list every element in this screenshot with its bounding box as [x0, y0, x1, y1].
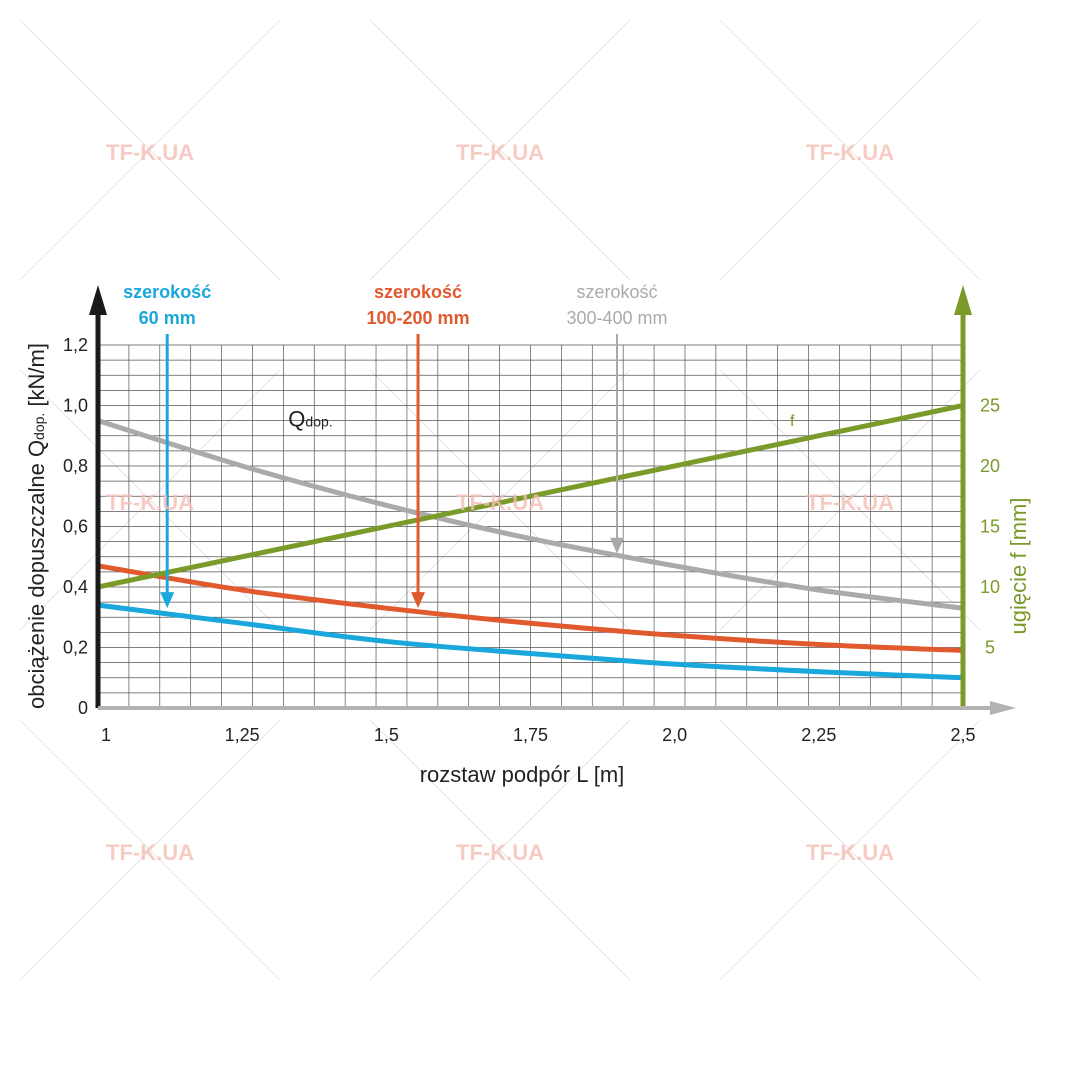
y-left-tick-label: 0,4 — [63, 577, 88, 597]
y-right-tick-label: 10 — [980, 577, 1000, 597]
f-series-label: f — [790, 413, 795, 430]
x-tick-label: 1,5 — [374, 725, 399, 745]
series-line-blue — [95, 602, 966, 681]
watermark-text: TF-K.UA — [806, 490, 894, 515]
annotation-sublabel-blue: 60 mm — [139, 308, 196, 328]
y-left-tick-label: 0,6 — [63, 517, 88, 537]
watermark-diagonal-line — [19, 719, 281, 981]
x-tick-label: 2,0 — [662, 725, 687, 745]
watermark-diagonal-line — [19, 19, 281, 281]
watermark-diagonal-line — [369, 719, 631, 981]
x-tick-label: 1 — [101, 725, 111, 745]
watermark-text: TF-K.UA — [106, 840, 194, 865]
y-right-tick-label: 20 — [980, 456, 1000, 476]
annotation-label-orange: szerokość — [374, 282, 462, 302]
q-dop-label: Qdop. — [288, 407, 332, 432]
x-tick-label: 2,25 — [801, 725, 836, 745]
watermark-text: TF-K.UA — [806, 140, 894, 165]
series-line-gray — [95, 418, 966, 611]
watermark-text: TF-K.UA — [456, 140, 544, 165]
annotation-sublabel-gray: 300-400 mm — [566, 308, 667, 328]
y-axis-label-left: obciążenie dopuszczalne Qdop. [kN/m] — [24, 343, 49, 709]
watermark-text: TF-K.UA TF-K.UA TF-K.UA TF-K.UA TF-K.UA TF-K.… — [106, 140, 894, 865]
y-right-tick-label: 5 — [985, 638, 995, 658]
annotation-arrowhead-icon — [610, 537, 624, 554]
watermark-text: TF-K.UA — [106, 140, 194, 165]
y-left-tick-label: 0,8 — [63, 456, 88, 476]
y-right-tick-label: 15 — [980, 517, 1000, 537]
watermark-diagonal-line — [369, 19, 631, 281]
y-right-tick-label: 25 — [980, 396, 1000, 416]
y-left-tick-label: 1,2 — [63, 335, 88, 355]
annotation-arrowhead-icon — [160, 592, 175, 609]
x-tick-label: 1,25 — [225, 725, 260, 745]
chart-ticks: 1 1,25 1,5 1,75 2,0 2,25 2,500,20,40,60,81,01,… — [63, 335, 1000, 745]
y-left-tick-label: 0 — [78, 698, 88, 718]
y-left-tick-label: 0,2 — [63, 638, 88, 658]
watermark-text: TF-K.UA — [106, 490, 194, 515]
watermark-text: TF-K.UA — [456, 490, 544, 515]
annotation-sublabel-orange: 100-200 mm — [367, 308, 470, 328]
y-axis-label-right: ugięcie f [mm] — [1006, 498, 1031, 635]
watermark-diagonal-line — [19, 369, 281, 631]
x-tick-label: 2,5 — [950, 725, 975, 745]
series-line-orange — [95, 563, 966, 654]
chart-axes — [89, 285, 1016, 715]
chart-series — [95, 403, 966, 681]
series-line-f — [95, 403, 966, 590]
watermark-diagonal-line — [719, 719, 981, 981]
annotation-label-blue: szerokość — [123, 282, 211, 302]
watermark-text: TF-K.UA — [456, 840, 544, 865]
y-left-tick-label: 1,0 — [63, 396, 88, 416]
watermark-text: TF-K.UA — [806, 840, 894, 865]
x-axis-arrow-icon — [990, 701, 1016, 715]
chart-annotations: szerokość 60 mm szerokość 100-200 mm szeroko… — [123, 282, 795, 609]
annotation-label-gray: szerokość — [576, 282, 657, 302]
y-axis-right-arrow-icon — [954, 285, 972, 315]
x-tick-label: 1,75 — [513, 725, 548, 745]
y-axis-left-arrow-icon — [89, 285, 107, 315]
annotation-arrowhead-icon — [411, 592, 426, 609]
watermark-diagonal-line — [719, 19, 981, 281]
x-axis-label: rozstaw podpór L [m] — [420, 762, 625, 787]
